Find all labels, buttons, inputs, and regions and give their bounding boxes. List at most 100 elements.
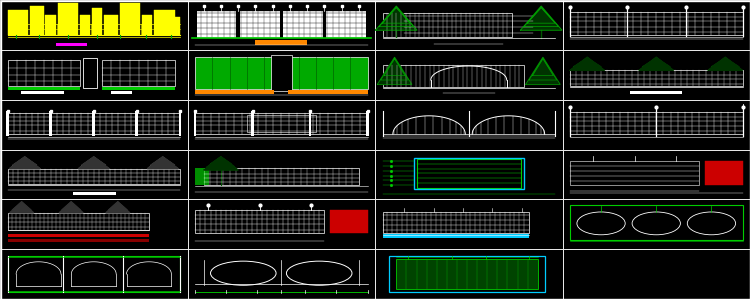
Bar [382, 212, 530, 233]
Bar [83, 58, 98, 88]
Bar [271, 55, 292, 91]
Polygon shape [639, 57, 674, 70]
Bar [188, 50, 375, 100]
Polygon shape [12, 202, 32, 210]
Bar [102, 87, 175, 90]
Bar [195, 11, 368, 37]
Bar [366, 111, 369, 136]
Bar [120, 3, 140, 35]
Bar [562, 0, 750, 50]
Bar [0, 0, 188, 50]
Polygon shape [379, 7, 413, 27]
Bar [92, 8, 102, 35]
Polygon shape [524, 7, 559, 27]
Polygon shape [381, 58, 408, 80]
Polygon shape [527, 8, 555, 23]
Bar [194, 9, 196, 39]
Polygon shape [13, 157, 37, 165]
Bar [188, 249, 375, 299]
Bar [570, 161, 699, 185]
Polygon shape [376, 6, 417, 30]
Bar [56, 43, 87, 46]
Polygon shape [382, 8, 410, 23]
Bar [0, 50, 188, 100]
Bar [570, 205, 742, 239]
Bar [80, 15, 90, 35]
Polygon shape [570, 57, 604, 70]
Bar [50, 111, 52, 136]
Bar [195, 113, 368, 134]
Bar [562, 50, 750, 100]
Bar [375, 50, 562, 100]
Bar [8, 10, 28, 35]
Bar [8, 239, 149, 242]
Bar [417, 159, 520, 187]
Bar [46, 15, 56, 35]
Bar [203, 168, 358, 185]
Bar [154, 10, 175, 35]
Bar [142, 15, 152, 35]
Bar [562, 249, 750, 299]
Bar [288, 90, 368, 94]
Polygon shape [78, 157, 110, 169]
Bar [251, 111, 254, 136]
Polygon shape [62, 202, 81, 210]
Bar [8, 113, 180, 134]
Polygon shape [530, 58, 556, 80]
Bar [704, 161, 742, 185]
Bar [322, 9, 326, 39]
Bar [104, 15, 118, 35]
Polygon shape [207, 157, 235, 167]
Polygon shape [532, 59, 554, 76]
Bar [630, 91, 682, 94]
Bar [562, 199, 750, 249]
Bar [375, 249, 562, 299]
Polygon shape [9, 157, 40, 169]
Bar [0, 249, 188, 299]
Polygon shape [712, 58, 739, 67]
Bar [308, 111, 311, 136]
Bar [255, 40, 308, 45]
Polygon shape [708, 57, 742, 70]
Bar [178, 111, 182, 136]
Bar [570, 112, 742, 134]
Polygon shape [526, 57, 560, 84]
Bar [8, 60, 80, 86]
Bar [562, 100, 750, 150]
Bar [0, 199, 188, 249]
Polygon shape [520, 6, 562, 30]
Bar [92, 111, 95, 136]
Bar [366, 9, 369, 39]
Bar [0, 150, 188, 199]
Bar [195, 168, 208, 185]
Bar [375, 199, 562, 249]
Bar [570, 12, 742, 35]
Bar [188, 0, 375, 50]
Polygon shape [10, 202, 34, 213]
Polygon shape [384, 59, 405, 76]
Polygon shape [108, 202, 128, 210]
Polygon shape [147, 157, 178, 169]
Bar [195, 210, 324, 233]
Bar [396, 259, 538, 289]
Bar [8, 256, 180, 292]
Bar [382, 13, 512, 37]
Bar [194, 111, 196, 136]
Bar [562, 150, 750, 199]
Polygon shape [151, 157, 175, 165]
Bar [389, 256, 544, 292]
Bar [570, 70, 742, 86]
Bar [236, 9, 240, 39]
Polygon shape [377, 57, 412, 84]
Bar [58, 3, 78, 35]
Polygon shape [203, 157, 238, 170]
Bar [8, 234, 149, 237]
Bar [188, 199, 375, 249]
Bar [413, 158, 524, 189]
Bar [375, 0, 562, 50]
Polygon shape [59, 202, 83, 213]
Bar [0, 100, 188, 150]
Bar [375, 100, 562, 150]
Polygon shape [211, 157, 231, 164]
Bar [375, 150, 562, 199]
